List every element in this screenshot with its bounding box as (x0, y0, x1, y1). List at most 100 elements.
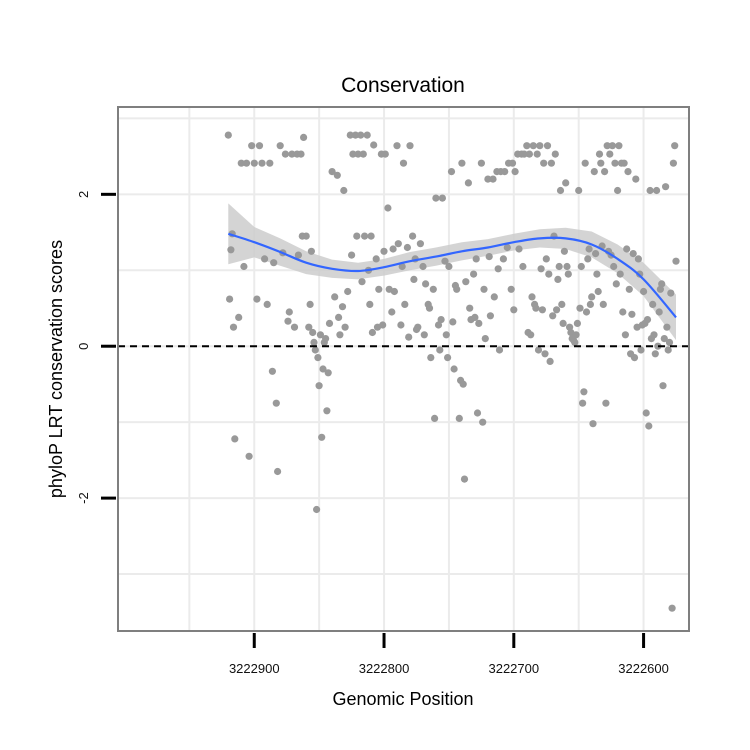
data-point (593, 270, 601, 278)
data-point (311, 346, 319, 354)
data-point (590, 168, 598, 176)
data-point (438, 194, 446, 202)
data-point (436, 346, 444, 354)
data-point (281, 150, 289, 158)
data-point (367, 232, 375, 240)
data-point (328, 168, 336, 176)
y-axis: -2 0 2 (76, 191, 116, 504)
data-point (266, 159, 274, 167)
data-point (601, 168, 609, 176)
x-tick-label: 3222700 (488, 661, 539, 676)
data-point (263, 300, 271, 308)
y-tick-label: -2 (76, 492, 91, 504)
data-point (642, 409, 650, 417)
data-point (615, 142, 623, 150)
data-point (551, 150, 559, 158)
data-point (324, 369, 332, 377)
data-point (353, 232, 361, 240)
data-point (603, 142, 611, 150)
data-point (634, 255, 643, 263)
data-point (455, 414, 463, 422)
data-point (335, 313, 343, 321)
x-axis: 3222900 3222800 3222700 3222600 (229, 633, 669, 676)
data-point (336, 331, 344, 339)
data-point (285, 308, 293, 316)
data-point (441, 257, 449, 265)
data-point (658, 280, 666, 288)
data-point (316, 331, 324, 339)
x-tick-label: 3222800 (359, 661, 410, 676)
data-point (368, 328, 376, 337)
data-point (485, 253, 493, 261)
data-point (525, 150, 534, 158)
data-point (444, 354, 452, 362)
data-point (340, 186, 348, 195)
data-point (305, 323, 313, 331)
data-point (390, 287, 398, 296)
data-point (519, 262, 527, 271)
data-point (628, 310, 636, 318)
data-point (379, 321, 387, 329)
data-point (562, 179, 570, 187)
data-point (464, 179, 472, 187)
data-point (586, 300, 595, 308)
data-point (558, 300, 566, 308)
data-point (620, 159, 628, 167)
data-point (419, 262, 427, 271)
data-point (608, 142, 617, 150)
data-point (450, 365, 458, 373)
data-point (370, 141, 378, 149)
smooth-curve (227, 232, 677, 319)
data-point (388, 308, 396, 316)
data-point (250, 159, 258, 167)
data-point (472, 255, 480, 263)
data-point (323, 407, 331, 415)
data-point (495, 346, 504, 354)
data-point (389, 245, 397, 253)
data-point (372, 255, 380, 263)
data-point (348, 251, 356, 259)
data-point (406, 142, 414, 150)
data-point (268, 367, 276, 375)
data-point (447, 168, 456, 176)
data-point (363, 131, 371, 139)
data-point (630, 354, 639, 362)
data-point (611, 159, 619, 167)
data-point (403, 243, 411, 252)
data-point (480, 285, 488, 293)
data-point (422, 280, 430, 288)
data-point (541, 350, 549, 358)
data-point (576, 304, 584, 312)
data-point (556, 186, 565, 195)
data-point (300, 133, 308, 141)
chart-title: Conservation (341, 74, 465, 97)
data-point (437, 316, 445, 324)
data-point (656, 285, 665, 293)
data-point (672, 257, 680, 265)
y-tick-label: 2 (76, 191, 91, 198)
data-point (503, 243, 511, 252)
data-point (494, 265, 502, 273)
data-point (520, 150, 528, 158)
data-point (361, 232, 369, 240)
data-point (475, 319, 483, 327)
data-point (619, 308, 627, 316)
data-point (358, 278, 366, 286)
data-point (560, 247, 569, 255)
data-point (624, 168, 632, 176)
data-point (231, 435, 239, 443)
data-point (409, 232, 417, 240)
data-point (297, 150, 305, 158)
data-point (534, 346, 543, 354)
data-point (662, 183, 670, 191)
x-tick-label: 3222900 (229, 661, 280, 676)
data-point (398, 262, 406, 271)
data-point (602, 399, 610, 407)
data-point (575, 186, 583, 195)
data-point (616, 270, 624, 278)
data-point (610, 262, 618, 271)
data-point (261, 255, 269, 263)
data-point (640, 287, 648, 296)
data-point (310, 338, 318, 346)
